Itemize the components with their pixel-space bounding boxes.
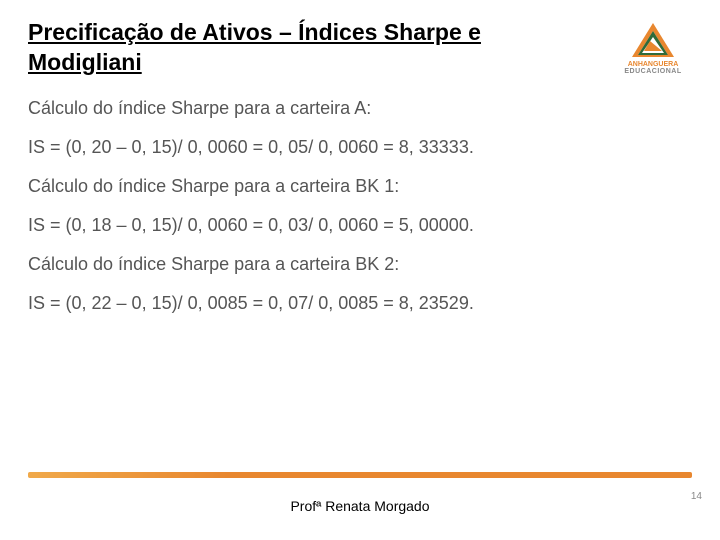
logo-text: ANHANGUERA EDUCACIONAL [624, 61, 681, 75]
content-line: Cálculo do índice Sharpe para a carteira… [28, 254, 692, 275]
header-row: Precificação de Ativos – Índices Sharpe … [28, 18, 692, 78]
footer-author: Profª Renata Morgado [0, 498, 720, 514]
logo-brand-top: ANHANGUERA [624, 61, 681, 68]
logo-triangle-icon [630, 21, 676, 59]
logo-brand-bottom: EDUCACIONAL [624, 68, 681, 75]
content-line: IS = (0, 20 – 0, 15)/ 0, 0060 = 0, 05/ 0… [28, 137, 692, 158]
content-line: IS = (0, 18 – 0, 15)/ 0, 0060 = 0, 03/ 0… [28, 215, 692, 236]
page-number: 14 [691, 491, 702, 502]
footer-divider-bar [28, 472, 692, 478]
content-body: Cálculo do índice Sharpe para a carteira… [28, 98, 692, 314]
content-line: Cálculo do índice Sharpe para a carteira… [28, 176, 692, 197]
content-line: IS = (0, 22 – 0, 15)/ 0, 0085 = 0, 07/ 0… [28, 293, 692, 314]
content-line: Cálculo do índice Sharpe para a carteira… [28, 98, 692, 119]
slide: Precificação de Ativos – Índices Sharpe … [0, 0, 720, 540]
brand-logo: ANHANGUERA EDUCACIONAL [614, 18, 692, 78]
slide-title: Precificação de Ativos – Índices Sharpe … [28, 18, 588, 78]
